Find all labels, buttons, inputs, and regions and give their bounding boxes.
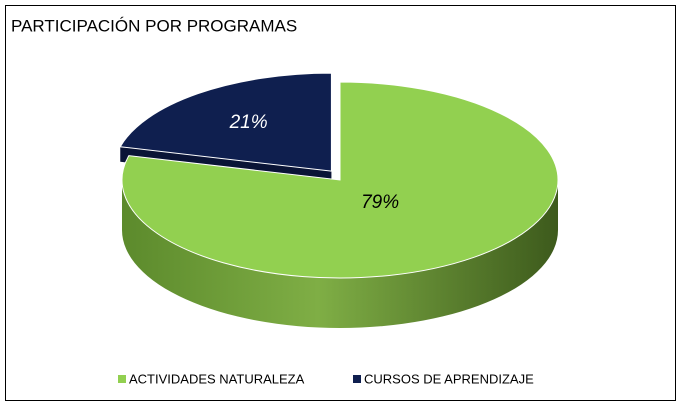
chart-title: PARTICIPACIÓN POR PROGRAMAS — [11, 16, 297, 35]
legend-swatch — [118, 375, 126, 383]
legend-label: ACTIVIDADES NATURALEZA — [129, 371, 305, 386]
legend-label: CURSOS DE APRENDIZAJE — [364, 371, 534, 386]
data-label: 21% — [229, 112, 268, 133]
slice — [121, 81, 559, 279]
data-label: 79% — [361, 192, 399, 213]
slice-side — [122, 180, 558, 328]
slice — [119, 72, 332, 172]
legend-swatch — [353, 375, 361, 383]
